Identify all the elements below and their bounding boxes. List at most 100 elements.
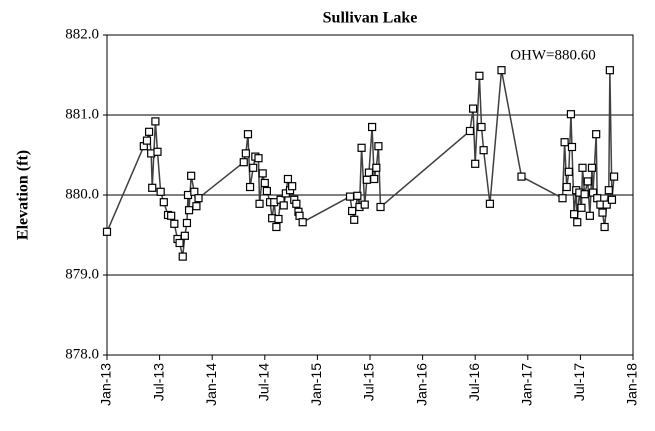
x-tick-label: Jan-14 — [203, 363, 219, 406]
data-point — [602, 200, 611, 209]
data-point — [192, 202, 201, 211]
data-point — [587, 163, 597, 172]
data-point — [245, 182, 255, 192]
data-point — [350, 215, 359, 224]
data-point — [374, 142, 383, 151]
data-point — [360, 200, 369, 209]
data-point — [167, 211, 176, 220]
data-point — [577, 203, 586, 212]
data-point — [585, 211, 594, 220]
x-tick-label: Jul-17 — [571, 363, 587, 401]
x-tick-label: Jul-13 — [150, 363, 166, 401]
data-point — [569, 210, 579, 219]
data-point — [598, 208, 607, 217]
y-axis-title: Elevation (ft) — [15, 150, 32, 240]
data-point — [239, 158, 248, 167]
x-tick-label: Jul-16 — [466, 363, 482, 401]
data-point — [243, 130, 253, 139]
data-point — [583, 177, 592, 186]
data-point — [102, 227, 112, 236]
data-point — [368, 122, 377, 132]
data-point — [370, 174, 379, 184]
data-point — [573, 218, 582, 227]
data-point — [567, 142, 577, 152]
data-point — [283, 174, 293, 184]
y-tick-label: 882.0 — [65, 26, 99, 42]
data-point — [517, 172, 526, 181]
data-point — [588, 188, 598, 197]
data-point — [485, 199, 495, 208]
x-tick-label: Jan-17 — [519, 363, 535, 406]
data-point — [175, 238, 184, 248]
data-point — [560, 138, 569, 147]
data-point — [180, 231, 189, 240]
data-point — [249, 163, 258, 172]
data-point — [362, 175, 371, 184]
data-point — [272, 222, 281, 232]
data-point — [142, 136, 152, 145]
data-point — [372, 163, 381, 172]
y-tick-label: 878.0 — [65, 346, 99, 362]
chart-title: Sullivan Lake — [323, 10, 418, 27]
x-tick-label: Jan-13 — [98, 363, 114, 406]
data-point — [471, 159, 480, 168]
data-point — [262, 186, 272, 196]
data-point — [148, 183, 157, 192]
data-point — [187, 171, 196, 180]
data-point — [348, 206, 357, 216]
data-point — [279, 201, 288, 210]
data-point — [298, 218, 307, 227]
data-point — [465, 126, 475, 136]
data-point — [178, 252, 187, 261]
data-point — [292, 199, 301, 208]
data-point — [274, 214, 283, 224]
data-point — [170, 219, 179, 228]
data-point — [592, 130, 601, 139]
x-tick-label: Jan-18 — [624, 363, 640, 406]
data-point — [477, 122, 486, 132]
data-point — [353, 191, 362, 200]
y-tick-label: 880.0 — [65, 186, 99, 202]
data-point — [194, 194, 203, 203]
data-point — [564, 167, 573, 176]
data-point — [479, 146, 488, 155]
data-point — [468, 104, 478, 113]
x-tick-label: Jul-15 — [361, 363, 377, 401]
data-point — [254, 154, 263, 163]
data-point — [562, 182, 571, 192]
data-point — [260, 178, 269, 188]
data-point — [558, 194, 567, 203]
data-point — [607, 195, 617, 204]
data-point — [288, 182, 297, 191]
data-point — [153, 147, 162, 156]
data-point — [255, 199, 264, 208]
data-point — [190, 187, 199, 196]
data-point — [258, 169, 267, 178]
data-point — [475, 71, 484, 80]
data-point — [578, 163, 587, 172]
y-tick-label: 879.0 — [65, 266, 99, 282]
data-point — [241, 149, 250, 158]
data-point — [566, 110, 576, 119]
x-tick-label: Jan-16 — [413, 363, 429, 406]
data-point — [497, 66, 506, 75]
data-point — [580, 190, 589, 199]
data-line — [106, 70, 615, 257]
annotation: OHW=880.60 — [510, 47, 596, 63]
data-point — [357, 143, 366, 152]
data-point — [184, 206, 194, 215]
data-point — [156, 187, 165, 196]
data-point — [159, 198, 168, 207]
data-point — [364, 168, 374, 177]
data-point — [345, 192, 355, 201]
data-point — [600, 222, 609, 232]
x-tick-label: Jul-14 — [256, 363, 272, 401]
data-point — [182, 218, 192, 228]
data-point — [604, 186, 613, 195]
data-point — [144, 127, 154, 136]
data-point — [376, 202, 385, 212]
y-tick-label: 881.0 — [65, 106, 99, 122]
x-tick-label: Jan-15 — [308, 363, 324, 406]
